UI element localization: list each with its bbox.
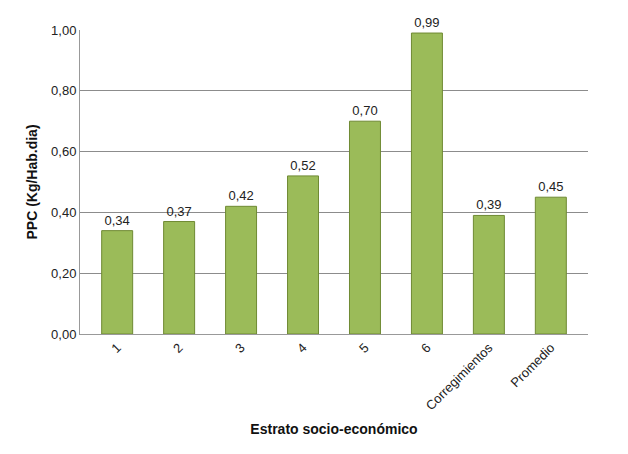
svg-text:2: 2: [170, 340, 186, 356]
svg-text:3: 3: [232, 340, 248, 356]
svg-text:5: 5: [356, 340, 372, 356]
svg-text:PPC (Kg/Hab.dia): PPC (Kg/Hab.dia): [24, 124, 40, 239]
svg-text:0,42: 0,42: [228, 188, 253, 203]
svg-text:0,39: 0,39: [476, 197, 501, 212]
svg-text:0,99: 0,99: [414, 15, 439, 30]
svg-text:0,45: 0,45: [538, 179, 563, 194]
svg-text:4: 4: [294, 340, 310, 356]
svg-text:1: 1: [108, 340, 124, 356]
svg-text:Promedio: Promedio: [508, 340, 558, 390]
svg-text:1,00: 1,00: [51, 23, 76, 38]
svg-text:0,37: 0,37: [166, 204, 191, 219]
svg-text:0,40: 0,40: [51, 205, 76, 220]
svg-text:0,70: 0,70: [352, 103, 377, 118]
svg-text:Estrato socio-económico: Estrato socio-económico: [250, 421, 417, 437]
svg-text:0,00: 0,00: [51, 327, 76, 342]
svg-text:0,20: 0,20: [51, 266, 76, 281]
svg-text:0,80: 0,80: [51, 83, 76, 98]
svg-text:0,52: 0,52: [290, 158, 315, 173]
svg-text:0,60: 0,60: [51, 144, 76, 159]
svg-text:6: 6: [418, 340, 434, 356]
svg-text:Corregimientos: Corregimientos: [423, 340, 496, 413]
svg-text:0,34: 0,34: [105, 213, 130, 228]
